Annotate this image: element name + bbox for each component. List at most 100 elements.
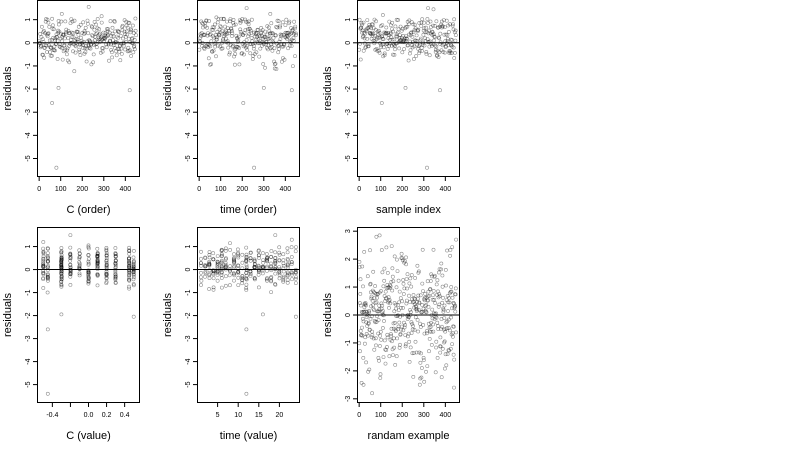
data-point <box>419 351 423 356</box>
data-point <box>48 45 53 50</box>
data-point <box>113 258 118 263</box>
data-point <box>270 31 274 35</box>
data-point <box>66 31 71 35</box>
data-point <box>291 36 296 40</box>
data-point <box>454 330 458 335</box>
data-point <box>405 286 410 291</box>
data-point <box>382 51 387 56</box>
data-point <box>254 30 259 35</box>
data-point <box>205 25 210 30</box>
data-point <box>426 289 431 294</box>
data-point <box>82 46 87 50</box>
data-point <box>113 277 118 282</box>
x-tick-label: -0.4 <box>46 412 58 419</box>
data-point <box>413 339 418 344</box>
data-point <box>231 257 236 261</box>
data-point <box>97 40 102 45</box>
data-point <box>417 301 422 306</box>
data-point <box>86 281 91 286</box>
data-point <box>361 284 365 289</box>
y-tick-label: -5 <box>185 155 192 161</box>
data-point <box>273 265 278 270</box>
data-point <box>434 282 439 287</box>
data-point <box>408 308 412 312</box>
data-point <box>199 249 203 254</box>
data-point <box>436 55 441 60</box>
data-point <box>223 246 228 251</box>
data-point <box>206 45 211 49</box>
data-point <box>131 248 136 253</box>
data-point <box>281 279 286 284</box>
data-point <box>45 276 50 280</box>
data-point <box>41 256 46 261</box>
data-point <box>359 21 364 25</box>
data-point <box>224 256 228 261</box>
data-point <box>124 29 129 34</box>
data-point <box>366 321 371 326</box>
data-point <box>376 36 381 40</box>
data-point <box>399 38 404 42</box>
data-point <box>372 308 377 313</box>
data-point <box>83 50 88 55</box>
data-point <box>92 38 97 43</box>
data-point <box>384 245 389 250</box>
data-point <box>122 43 126 48</box>
y-tick-label: 1 <box>185 245 192 249</box>
data-point <box>426 40 431 45</box>
data-point <box>438 344 442 349</box>
data-point <box>241 44 246 49</box>
data-point <box>198 35 203 40</box>
data-point <box>101 30 106 35</box>
data-point <box>395 34 400 39</box>
data-point <box>82 29 87 34</box>
data-point <box>252 265 257 270</box>
data-point <box>100 46 105 51</box>
data-point <box>95 283 100 288</box>
data-point <box>68 233 73 238</box>
data-point <box>419 366 424 370</box>
data-point <box>59 262 64 267</box>
data-point <box>86 246 91 251</box>
x-tick-label: 200 <box>396 412 408 419</box>
data-point <box>56 28 61 33</box>
data-point <box>221 16 226 21</box>
data-point <box>244 276 249 281</box>
data-point <box>127 48 132 53</box>
data-point <box>41 265 46 270</box>
data-point <box>387 298 392 302</box>
data-point <box>77 260 82 265</box>
data-point <box>280 20 285 25</box>
data-point <box>203 44 208 49</box>
data-point <box>379 34 384 39</box>
data-point <box>415 29 420 34</box>
data-point <box>126 36 131 41</box>
points-c-order <box>37 5 138 170</box>
data-point <box>215 254 220 259</box>
data-point <box>45 275 50 280</box>
data-point <box>281 258 286 263</box>
data-point <box>235 40 240 44</box>
data-point <box>241 33 246 38</box>
data-point <box>44 17 49 21</box>
data-point <box>285 262 290 267</box>
data-point <box>392 345 397 350</box>
data-point <box>360 333 365 338</box>
data-point <box>113 246 118 250</box>
data-point <box>126 263 131 268</box>
data-point <box>365 324 370 328</box>
data-point <box>435 48 440 53</box>
data-point <box>104 248 109 253</box>
data-point <box>447 22 452 27</box>
data-point <box>287 43 292 48</box>
data-point <box>256 33 261 38</box>
data-point <box>241 101 246 105</box>
data-point <box>95 261 100 265</box>
data-point <box>363 309 368 314</box>
data-point <box>219 264 224 269</box>
data-point <box>374 292 379 296</box>
data-point <box>240 274 245 279</box>
data-point <box>370 298 375 303</box>
